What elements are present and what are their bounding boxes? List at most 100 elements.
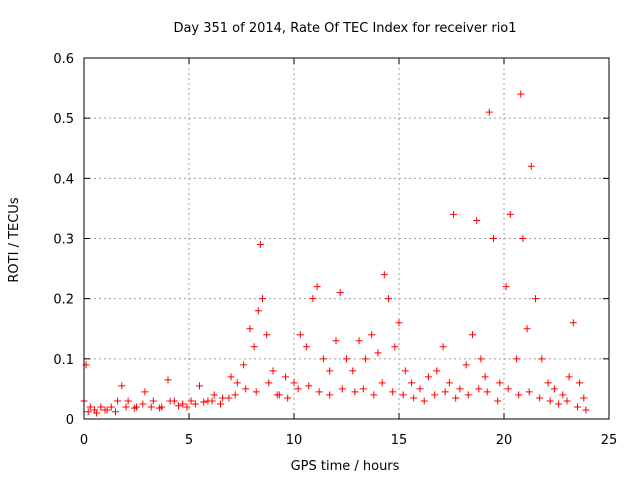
data-point (175, 402, 182, 410)
data-point (107, 403, 115, 411)
data-point (250, 343, 258, 351)
data-point (496, 379, 504, 387)
data-point (477, 355, 485, 363)
data-point (462, 361, 470, 369)
series-roti-upper-envelope-sampled- (80, 90, 588, 414)
data-point (441, 388, 449, 396)
y-tick-label: 0.3 (53, 233, 74, 248)
data-point (527, 162, 535, 170)
data-point (122, 403, 130, 411)
data-point (576, 379, 584, 387)
data-point (84, 408, 92, 416)
data-point (309, 295, 317, 303)
data-point (523, 325, 531, 333)
data-point (112, 408, 119, 416)
data-point (130, 404, 138, 412)
data-point (93, 409, 101, 417)
data-point (569, 319, 577, 327)
data-point (536, 394, 544, 402)
x-tick-label: 0 (80, 433, 88, 448)
data-point (294, 385, 302, 393)
data-point (231, 391, 239, 399)
data-point (555, 400, 563, 408)
axis-ticks: 0 5 10 15 20 25 0 0.1 0.2 0.3 0.4 0.5 0.6 (53, 52, 617, 448)
data-point (395, 319, 403, 327)
data-point (290, 379, 298, 387)
data-point (565, 373, 573, 381)
data-point (389, 388, 397, 396)
data-point (196, 382, 203, 390)
data-point (263, 331, 271, 339)
x-tick-label: 25 (601, 433, 618, 448)
x-tick-label: 20 (496, 433, 513, 448)
data-point (416, 385, 424, 393)
data-point (191, 400, 199, 408)
data-point (326, 367, 334, 375)
data-point (368, 331, 376, 339)
data-point (219, 394, 227, 402)
data-point (483, 388, 491, 396)
data-point (433, 367, 441, 375)
data-point (538, 355, 546, 363)
data-point (450, 210, 458, 218)
data-point (265, 379, 273, 387)
data-point (118, 382, 126, 390)
data-point (408, 379, 416, 387)
data-point (200, 398, 208, 406)
data-point (183, 403, 191, 411)
data-point (242, 385, 250, 393)
data-point (502, 283, 510, 291)
data-point (351, 388, 359, 396)
data-point (374, 349, 382, 357)
data-point (303, 343, 311, 351)
data-point (494, 397, 502, 405)
data-point (210, 391, 218, 399)
data-point (399, 391, 407, 399)
data-point (97, 403, 105, 411)
data-point (208, 397, 216, 405)
data-point (227, 373, 235, 381)
data-point (141, 388, 149, 396)
data-point (86, 403, 94, 411)
data-point (485, 108, 493, 116)
y-tick-label: 0.6 (53, 52, 74, 67)
data-point (252, 388, 260, 396)
data-point (515, 391, 523, 399)
data-point (296, 331, 304, 339)
data-point (246, 325, 254, 333)
data-point (544, 379, 552, 387)
data-point (225, 394, 233, 402)
data-point (315, 388, 323, 396)
data-point (269, 367, 277, 375)
data-point (359, 385, 367, 393)
data-point (506, 210, 514, 218)
y-tick-label: 0.2 (53, 293, 74, 308)
data-point (332, 337, 340, 345)
data-point (431, 391, 439, 399)
data-point (254, 307, 262, 315)
data-point (420, 397, 428, 405)
data-point (156, 404, 164, 412)
data-point (546, 397, 554, 405)
data-points (80, 90, 590, 417)
x-axis-label: GPS time / hours (291, 459, 400, 474)
data-point (582, 406, 590, 414)
y-tick-label: 0.4 (53, 172, 74, 187)
data-point (380, 271, 388, 279)
data-point (464, 391, 472, 399)
data-point (282, 373, 290, 381)
data-point (233, 379, 241, 387)
grid-lines (84, 58, 609, 419)
x-tick-label: 5 (185, 433, 193, 448)
data-point (410, 394, 418, 402)
data-point (256, 241, 264, 249)
data-point (519, 235, 527, 242)
data-point (525, 388, 533, 396)
data-point (469, 331, 476, 339)
data-point (338, 385, 346, 393)
data-point (475, 385, 483, 393)
series-roti-dense-baseline-sampled- (84, 379, 590, 417)
data-point (259, 295, 266, 303)
